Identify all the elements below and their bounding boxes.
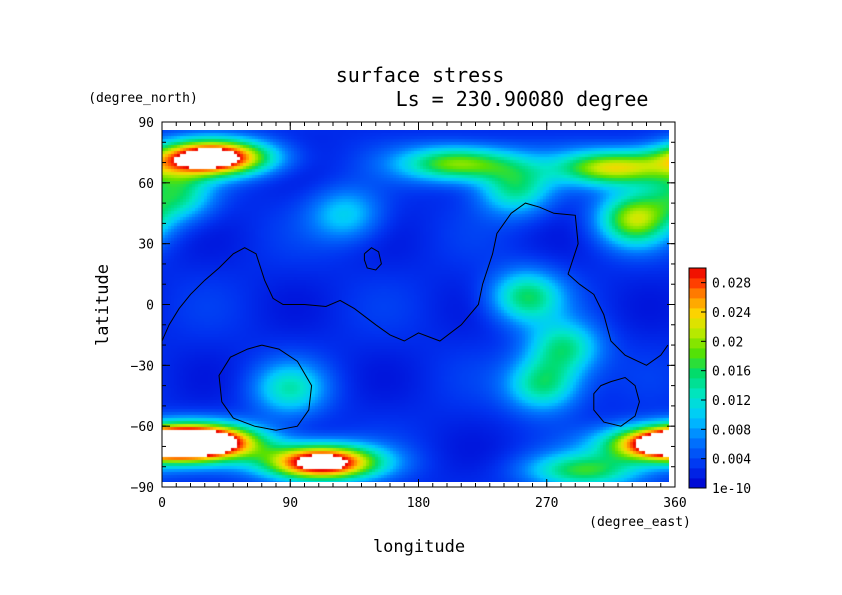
x-tick-label: 270 xyxy=(535,496,558,511)
colorbar-swatch xyxy=(689,348,706,359)
y-axis-label: latitude xyxy=(93,264,113,346)
colorbar-tick-label: 0.02 xyxy=(712,335,743,350)
crater-east-outline xyxy=(593,376,640,427)
colorbar-tick-label: 0.004 xyxy=(712,453,751,468)
y-tick-label: −30 xyxy=(131,359,154,374)
continent-outline xyxy=(162,202,669,366)
colorbar-swatch xyxy=(689,398,706,409)
colorbar-swatch xyxy=(689,478,706,489)
colorbar-swatch xyxy=(689,388,706,399)
colorbar-swatch xyxy=(689,418,706,429)
colorbar-tick-label: 1e-10 xyxy=(712,482,751,497)
colorbar-tick-label: 0.016 xyxy=(712,365,751,380)
colorbar-swatch xyxy=(689,338,706,349)
y-tick-label: 0 xyxy=(146,299,154,314)
colorbar-swatch xyxy=(689,298,706,309)
y-tick-label: 60 xyxy=(138,177,154,192)
colorbar-tick-label: 0.008 xyxy=(712,423,751,438)
x-tick-label: 360 xyxy=(663,496,686,511)
colorbar-tick-label: 0.028 xyxy=(712,277,751,292)
y-axis-ticks: 90 60 30 0 −30 −60 −90 xyxy=(131,116,675,496)
crater-west-outline xyxy=(218,344,313,431)
x-tick-label: 180 xyxy=(407,496,430,511)
colorbar-swatch xyxy=(689,358,706,369)
x-axis-ticks: 0 90 180 270 360 xyxy=(158,122,687,511)
x-tick-label: 0 xyxy=(158,496,166,511)
heatmap-layer xyxy=(162,130,669,482)
colorbar-tick-label: 0.012 xyxy=(712,394,751,409)
colorbar: 1e-10 0.004 0.008 0.012 0.016 0.02 0.024 0.028 xyxy=(688,267,751,497)
y-tick-label: −60 xyxy=(131,420,154,435)
x-tick-label: 90 xyxy=(282,496,298,511)
colorbar-swatch xyxy=(689,288,706,299)
colorbar-swatch xyxy=(689,448,706,459)
colorbar-tick-label: 0.024 xyxy=(712,306,751,321)
colorbar-swatch xyxy=(689,428,706,439)
colorbar-swatch xyxy=(689,318,706,329)
colorbar-swatch xyxy=(689,308,706,319)
x-units-label: (degree_east) xyxy=(589,515,691,530)
y-units-label: (degree_north) xyxy=(88,91,198,106)
y-tick-label: 30 xyxy=(138,238,154,253)
y-tick-label: 90 xyxy=(138,116,154,131)
contour-lines xyxy=(162,202,669,431)
colorbar-swatch xyxy=(689,438,706,449)
chart-title: surface stress xyxy=(336,63,505,87)
colorbar-swatch xyxy=(689,268,706,279)
colorbar-swatch xyxy=(689,368,706,379)
colorbar-frame xyxy=(688,267,707,489)
colorbar-swatch xyxy=(689,468,706,479)
colorbar-swatch xyxy=(689,278,706,289)
island-outline xyxy=(363,247,382,271)
x-axis-label: longitude xyxy=(373,537,465,557)
colorbar-swatch xyxy=(689,458,706,469)
y-tick-label: −90 xyxy=(131,481,154,496)
colorbar-swatch xyxy=(689,378,706,389)
colorbar-swatch xyxy=(689,408,706,419)
colorbar-swatch xyxy=(689,328,706,339)
chart-subtitle: Ls = 230.90080 degree xyxy=(396,87,649,111)
